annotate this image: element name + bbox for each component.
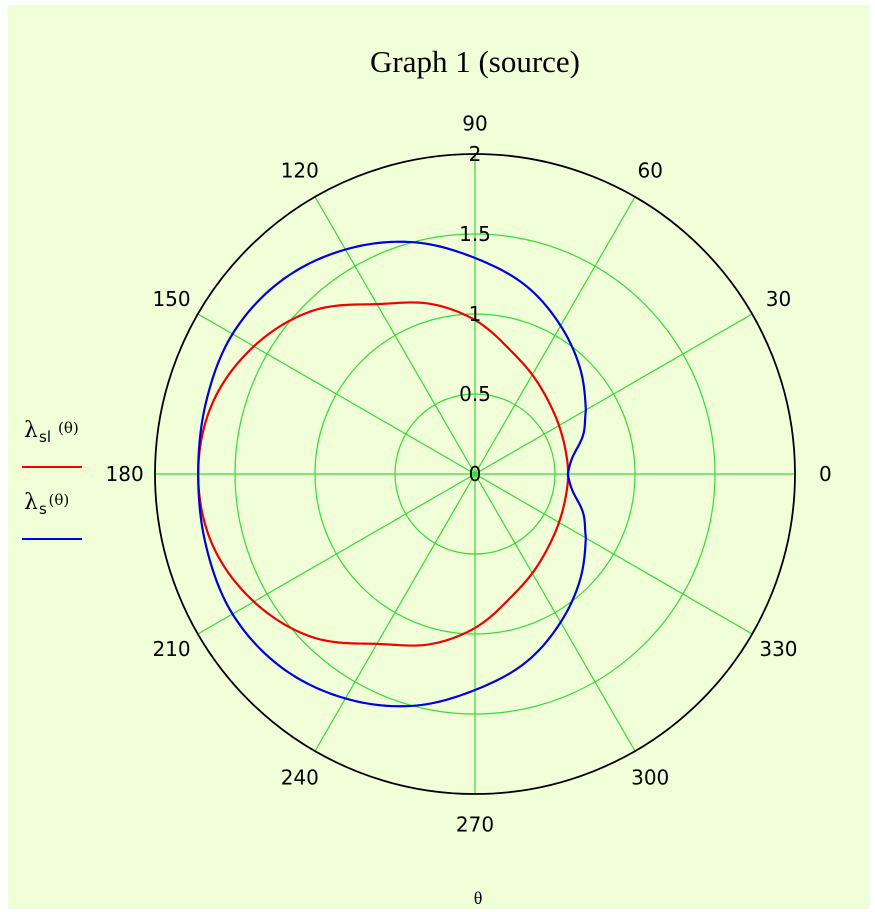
- radial-tick-label-1.5: 1.5: [459, 222, 491, 246]
- x-axis-label: θ: [474, 888, 483, 908]
- grid-circle-1.5: [234, 233, 716, 715]
- polar-grid: [154, 153, 796, 795]
- radial-tick-label-0: 0: [469, 462, 482, 486]
- series-s-line: [197, 240, 587, 708]
- plot-frame: Graph 1 (source) 0 0.5 1 1.5 2 0 30 60 90 120 150…: [8, 5, 870, 909]
- legend: λ sl (θ)λ s (θ): [22, 418, 82, 540]
- polar-chart: Graph 1 (source) 0 0.5 1 1.5 2 0 30 60 90 120 150…: [22, 44, 832, 908]
- radial-tick-label-0.5: 0.5: [459, 382, 491, 406]
- angle-tick-label-150: 150: [152, 287, 190, 311]
- outer-circle: [154, 153, 796, 795]
- angle-tick-label-0: 0: [819, 462, 832, 486]
- legend-entry-sl: λ sl (θ): [22, 418, 82, 468]
- chart-title: Graph 1 (source): [370, 44, 580, 79]
- series-layer: [197, 240, 587, 708]
- legend-symbol: λ: [24, 490, 38, 515]
- angle-tick-label-270: 270: [456, 812, 494, 836]
- angle-tick-label-60: 60: [637, 159, 662, 183]
- angle-tick-label-90: 90: [462, 112, 487, 136]
- legend-entry-s: λ s (θ): [22, 490, 82, 540]
- angle-tick-label-30: 30: [766, 287, 791, 311]
- grid-circle-0.5: [394, 393, 556, 555]
- radial-tick-label-1: 1: [469, 302, 482, 326]
- angle-tick-label-300: 300: [631, 765, 669, 789]
- angle-tick-label-330: 330: [759, 637, 797, 661]
- radial-tick-label-2: 2: [469, 142, 482, 166]
- angle-tick-label-240: 240: [281, 765, 319, 789]
- legend-argument: (θ): [58, 419, 79, 437]
- angle-tick-label-120: 120: [281, 159, 319, 183]
- angle-tick-label-180: 180: [106, 462, 144, 486]
- grid-circle-1: [314, 313, 636, 635]
- angle-tick-label-210: 210: [152, 637, 190, 661]
- legend-subscript: sl: [39, 428, 51, 446]
- legend-argument: (θ): [49, 491, 70, 509]
- legend-symbol: λ: [24, 418, 38, 443]
- legend-subscript: s: [39, 500, 47, 518]
- radial-tick-labels: 0 0.5 1 1.5 2: [459, 142, 491, 486]
